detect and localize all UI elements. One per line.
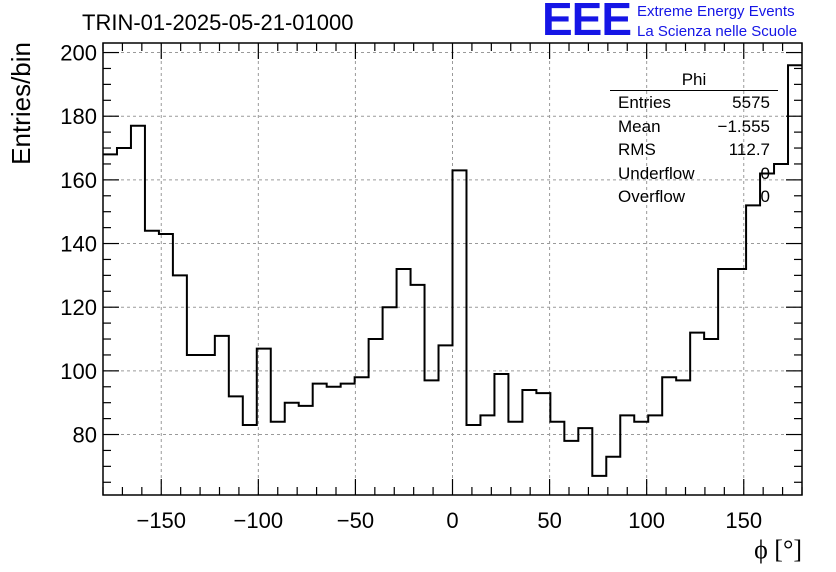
y-tick-label: 160 <box>60 168 97 193</box>
chart-title: TRIN-01-2025-05-21-01000 <box>82 10 354 35</box>
stats-box: Phi Entries 5575 Mean −1.555 RMS 112.7 U… <box>610 70 778 209</box>
x-tick-label: 150 <box>725 508 762 533</box>
y-tick-label: 180 <box>60 104 97 129</box>
brand-line-2: La Scienza nelle Scuole <box>637 23 798 40</box>
axes: −150 −100 −50 0 50 100 150 80 100 120 140 160 180 200 <box>60 41 803 533</box>
stats-value: 0 <box>760 163 770 183</box>
x-tick-label: −150 <box>136 508 186 533</box>
stats-key: Underflow <box>618 163 695 183</box>
stats-value: 112.7 <box>728 140 770 159</box>
stats-key: RMS <box>618 140 656 159</box>
stats-row-underflow: Underflow 0 <box>610 162 778 186</box>
stats-row-overflow: Overflow 0 <box>610 185 778 209</box>
stats-title: Phi <box>610 70 778 91</box>
x-tick-label: 0 <box>446 508 458 533</box>
stats-row-rms: RMS 112.7 <box>610 138 778 162</box>
stats-key: Entries <box>618 93 671 112</box>
x-tick-label: −100 <box>234 508 284 533</box>
stats-key: Mean <box>618 116 661 136</box>
y-axis-label: Entries/bin <box>6 42 36 165</box>
stats-value: 5575 <box>732 93 770 112</box>
brand-text: Extreme Energy Events La Scienza nelle S… <box>637 2 797 42</box>
stats-row-entries: Entries 5575 <box>610 91 778 115</box>
x-tick-label: −50 <box>337 508 374 533</box>
y-tick-label: 140 <box>60 232 97 257</box>
y-tick-label: 200 <box>60 41 97 66</box>
stats-value: 0 <box>760 187 770 206</box>
eee-logo: EEE <box>542 0 632 45</box>
histogram-series <box>103 64 802 477</box>
x-tick-label: 50 <box>537 508 561 533</box>
stats-key: Overflow <box>618 187 686 206</box>
y-tick-label: 100 <box>60 359 97 384</box>
brand-line-1: Extreme Energy Events <box>637 3 795 20</box>
y-tick-label: 80 <box>73 423 97 448</box>
stats-value: −1.555 <box>717 116 770 136</box>
y-tick-label: 120 <box>60 295 97 320</box>
x-axis-label: ϕ [°] <box>754 535 802 564</box>
x-tick-label: 100 <box>628 508 665 533</box>
stats-row-mean: Mean −1.555 <box>610 115 778 139</box>
